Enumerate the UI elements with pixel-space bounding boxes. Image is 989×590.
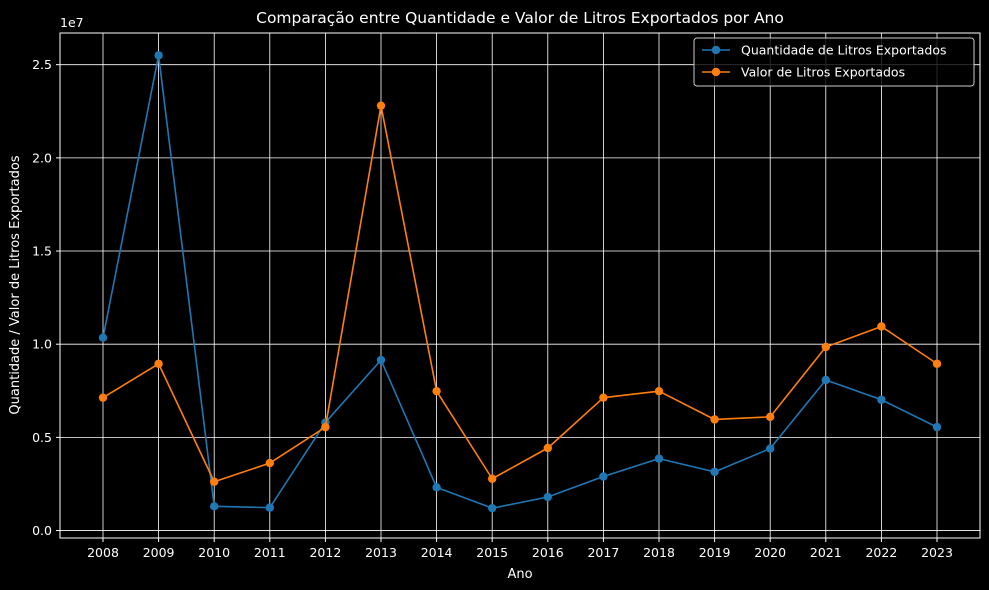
series-1-point bbox=[766, 444, 775, 453]
series-2-point bbox=[98, 393, 108, 402]
chart-title: Comparação entre Quantidade e Valor de L… bbox=[256, 9, 784, 27]
series-1-point bbox=[154, 51, 163, 60]
y-tick-label: 2.0 bbox=[32, 150, 52, 165]
series-1-point bbox=[98, 333, 108, 342]
x-tick-label: 2017 bbox=[587, 545, 619, 560]
series-1-point bbox=[432, 483, 441, 492]
series-2-point bbox=[265, 458, 274, 468]
x-tick-label: 2018 bbox=[643, 545, 675, 560]
y-tick-label: 1.5 bbox=[32, 244, 52, 259]
series-1-point bbox=[543, 492, 552, 502]
series-1-point bbox=[599, 472, 608, 481]
series-1-point bbox=[877, 395, 886, 404]
series-1-point bbox=[376, 355, 386, 365]
series-1-point bbox=[932, 422, 942, 432]
series-2-point bbox=[154, 359, 163, 368]
axes: 2008 2009 2010 2011 2012 2013 2014 2015 2016 2017… bbox=[32, 57, 953, 560]
series-2-point bbox=[432, 386, 441, 396]
legend-swatch-marker bbox=[711, 45, 721, 55]
y-tick-label: 0.5 bbox=[32, 430, 52, 445]
series-1-point bbox=[265, 503, 274, 512]
x-tick-label: 2016 bbox=[532, 545, 564, 560]
x-tick-label: 2009 bbox=[143, 545, 175, 560]
x-tick-label: 2019 bbox=[699, 545, 731, 560]
x-tick-label: 2012 bbox=[309, 545, 341, 560]
x-tick-label: 2008 bbox=[87, 545, 119, 560]
series-2-point bbox=[210, 477, 219, 486]
series-1-point bbox=[654, 454, 664, 463]
x-tick-label: 2014 bbox=[421, 545, 453, 560]
legend-box bbox=[693, 37, 975, 87]
x-tick-label: 2010 bbox=[198, 545, 230, 560]
x-tick-label: 2013 bbox=[365, 545, 397, 560]
series-line-2 bbox=[102, 104, 938, 483]
series-2-point bbox=[877, 322, 886, 331]
x-tick-label: 2022 bbox=[865, 545, 897, 560]
series-2-point bbox=[654, 386, 664, 396]
x-tick-label: 2020 bbox=[754, 545, 786, 560]
series-2-point bbox=[821, 342, 830, 352]
x-tick-label: 2021 bbox=[810, 545, 842, 560]
legend-entry-label: Quantidade de Litros Exportados bbox=[741, 43, 947, 58]
series-2-point bbox=[932, 359, 942, 368]
series-1-point bbox=[488, 503, 497, 513]
y-axis-label: Quantidade / Valor de Litros Exportados bbox=[8, 155, 23, 414]
series-layer bbox=[98, 51, 942, 513]
legend-entry-label: Valor de Litros Exportados bbox=[741, 65, 905, 80]
series-line-1 bbox=[102, 54, 938, 509]
y-offset-label: 1e7 bbox=[60, 15, 84, 30]
series-2-point bbox=[321, 422, 330, 432]
series-2-point bbox=[488, 474, 497, 483]
series-2-point bbox=[543, 443, 552, 453]
plot-frame bbox=[59, 32, 981, 539]
legend: Quantidade de Litros Exportados Valor de … bbox=[693, 37, 975, 87]
series-2-point bbox=[766, 412, 775, 422]
y-tick-label: 1.0 bbox=[32, 337, 52, 352]
series-2-point bbox=[599, 393, 608, 402]
series-1-point bbox=[210, 502, 219, 511]
y-tick-label: 0.0 bbox=[32, 523, 52, 538]
x-tick-label: 2011 bbox=[254, 545, 286, 560]
x-axis-label: Ano bbox=[507, 567, 532, 582]
x-tick-label: 2015 bbox=[476, 545, 508, 560]
series-1-point bbox=[821, 375, 830, 385]
y-tick-label: 2.5 bbox=[32, 57, 52, 72]
legend-swatch-marker bbox=[711, 67, 721, 77]
x-tick-label: 2023 bbox=[921, 545, 953, 560]
series-1-point bbox=[710, 467, 719, 477]
series-2-point bbox=[376, 101, 386, 110]
series-2-point bbox=[710, 415, 719, 424]
